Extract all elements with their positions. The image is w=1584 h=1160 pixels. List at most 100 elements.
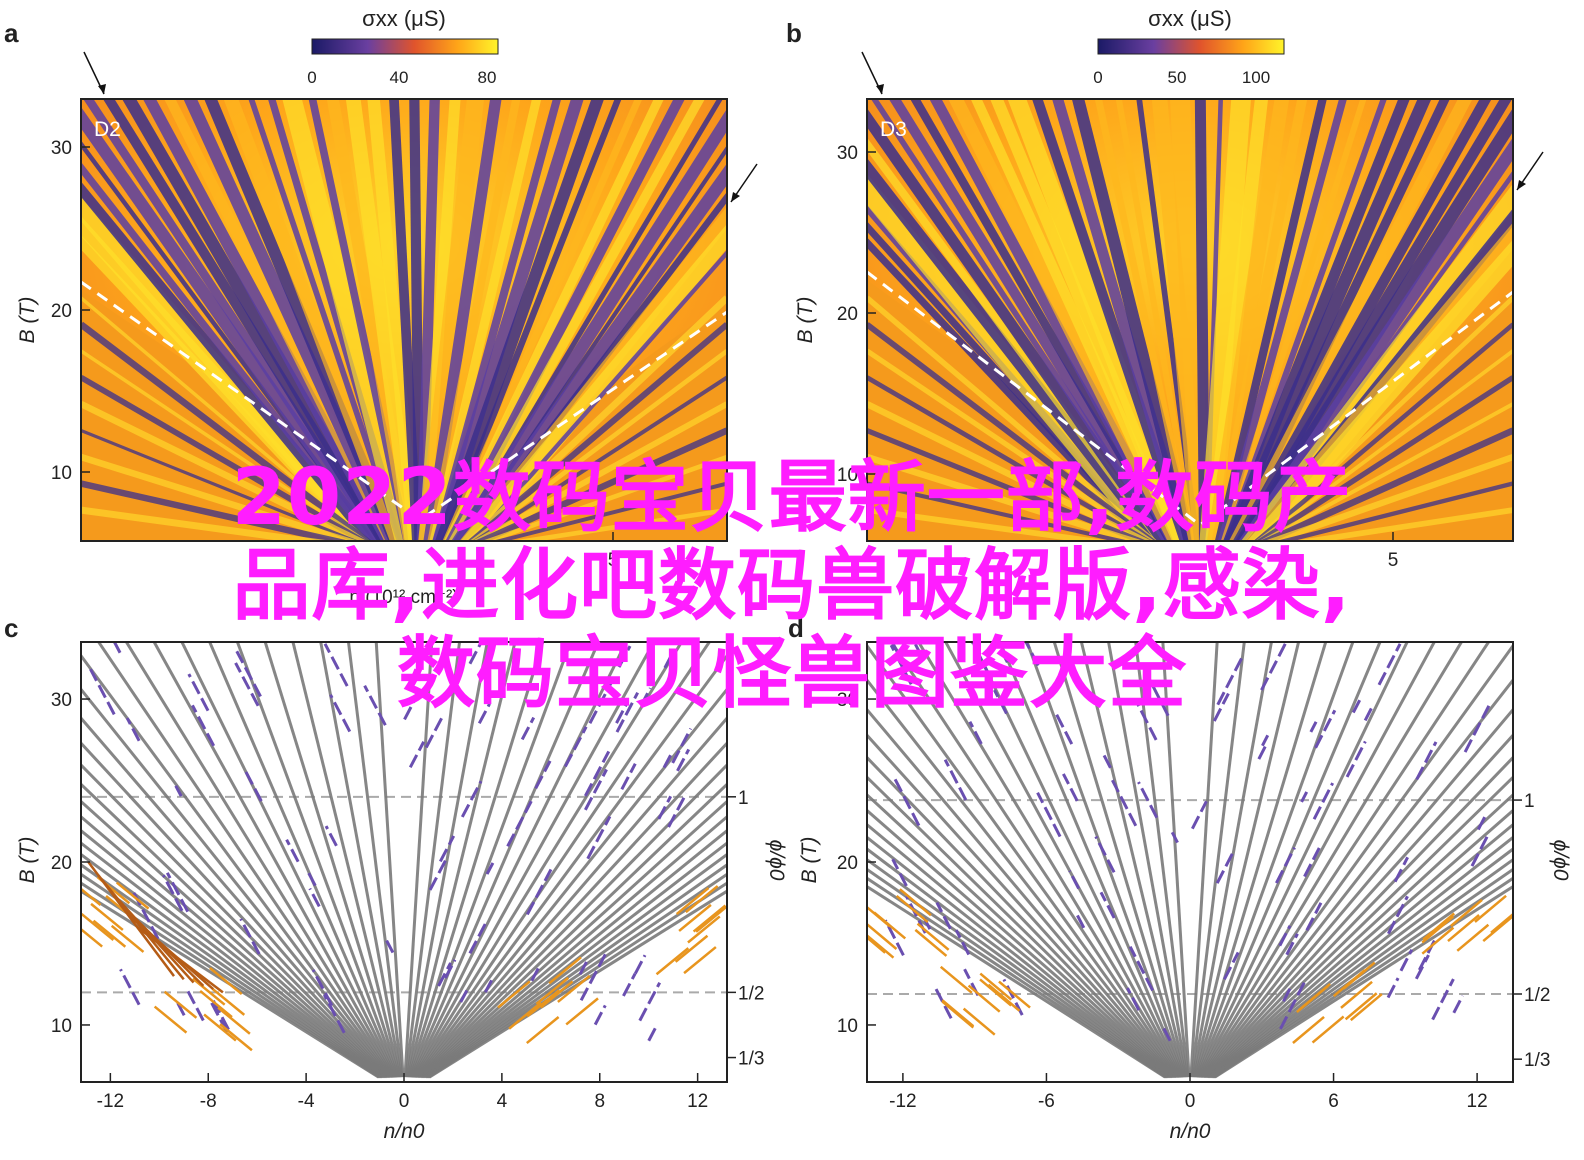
y2label-d: ϕ/ϕ0 (1549, 840, 1572, 881)
heatmap-band (1255, 375, 1513, 541)
fan-segment (324, 825, 338, 847)
heatmap-band (867, 322, 1157, 541)
heatmap-band (81, 401, 368, 541)
fan-segment (322, 994, 346, 1034)
panel-a-yaxis: 30 20 10 B (T) (16, 138, 90, 484)
orange-feature (90, 902, 124, 931)
fan-segment (1126, 987, 1141, 1011)
y2tick-label: 1/2 (1524, 985, 1550, 1006)
xtick-label: 8 (594, 1091, 605, 1112)
heatmap-band (1255, 349, 1513, 541)
guide-line-a (81, 280, 727, 522)
fan-line (423, 841, 727, 1079)
heatmap-ray (448, 99, 705, 541)
fan-line (867, 847, 1170, 1079)
orange-feature (163, 990, 198, 1019)
fan-segment (1068, 870, 1081, 890)
fan-line (867, 643, 1180, 1078)
fan-segment (468, 642, 484, 665)
xtick-label: 0 (399, 1091, 410, 1112)
fan-segment (1161, 1025, 1172, 1042)
panel-a-tag: D2 (94, 118, 121, 141)
fan-segment (1363, 707, 1373, 722)
fan-segment (234, 662, 260, 707)
fan-segment (477, 703, 491, 725)
fan-segment (615, 691, 639, 733)
fan-segment (1300, 791, 1309, 803)
fan-line (152, 642, 397, 1078)
fan-line (81, 828, 386, 1079)
fan-segment (891, 858, 908, 887)
fan-segment (534, 760, 552, 790)
orange-feature (92, 919, 127, 948)
fan-segment (1278, 925, 1292, 947)
fan-segment (584, 768, 608, 811)
fan-line (867, 876, 1167, 1079)
fan-segment (437, 962, 452, 987)
orange-feature (217, 1006, 251, 1035)
heatmap-band (471, 375, 727, 541)
fan-segment (1303, 847, 1321, 878)
orange-feature (110, 924, 145, 953)
fan-segment (1345, 740, 1367, 778)
panel-b: b σxx (μS) 0 50 100 D3 30 20 10 B (T) (786, 6, 1544, 571)
panel-a-xaxis: 5 n (10¹² cm⁻²) (349, 532, 618, 608)
orange-feature (539, 980, 574, 1009)
fan-segment (970, 642, 992, 679)
fan-segment (579, 952, 608, 1002)
heatmap-band (81, 453, 360, 541)
heatmap-band (1259, 402, 1513, 541)
fan-segment (1128, 946, 1154, 992)
fan-segment (1024, 642, 1040, 667)
fan-segment (968, 720, 983, 745)
fan-segment (1377, 643, 1402, 686)
plot-c (81, 642, 727, 1082)
orange-feature (81, 887, 102, 906)
orange-feature (895, 894, 929, 923)
fan-line (291, 642, 402, 1078)
orange-feature (867, 905, 891, 928)
fan-segment (403, 691, 421, 721)
heatmap-band (867, 375, 1153, 541)
fan-line (413, 642, 712, 1078)
fan-line (412, 642, 684, 1078)
heatmap-band (1264, 454, 1513, 541)
xlabel-c: n/n0 (384, 1120, 425, 1143)
fan-segment (593, 1004, 607, 1026)
fan-segment (1134, 698, 1158, 741)
orange-feature (867, 922, 898, 950)
fan-segment (329, 694, 352, 733)
orange-feature (1421, 915, 1455, 944)
orange-feature (979, 972, 1013, 1001)
fan-line (407, 642, 545, 1078)
fan-line (96, 642, 395, 1078)
fan-segment (468, 919, 489, 955)
orange-feature (548, 956, 582, 985)
fan-segment (1463, 703, 1492, 753)
fan-line (424, 852, 727, 1079)
orange-feature (209, 967, 243, 996)
fan-segment (1111, 779, 1138, 827)
ytick-b: 30 (837, 143, 858, 164)
heatmap-band (81, 429, 360, 541)
fan-segment (633, 954, 647, 975)
heatmap-ray (429, 99, 542, 541)
y2tick-label: 1/3 (1524, 1050, 1550, 1071)
fan-segment (1257, 742, 1269, 760)
fan-segment (671, 727, 693, 764)
brown-feature (136, 926, 224, 994)
fan-segment (588, 681, 613, 724)
fan-segment (615, 704, 628, 724)
heatmap-band (481, 454, 727, 541)
panel-c-letter: c (4, 613, 18, 643)
fan-segment (1351, 698, 1362, 714)
fan-segment (647, 1024, 659, 1042)
fan-segment (525, 868, 553, 916)
y2tick-label: 1/2 (738, 983, 764, 1004)
orange-feature (565, 997, 599, 1026)
orange-feature (1421, 926, 1455, 955)
fan-segment (890, 642, 908, 670)
fan-segment (1212, 692, 1230, 722)
heatmap-band (81, 296, 371, 541)
fan-segment (459, 989, 469, 1003)
